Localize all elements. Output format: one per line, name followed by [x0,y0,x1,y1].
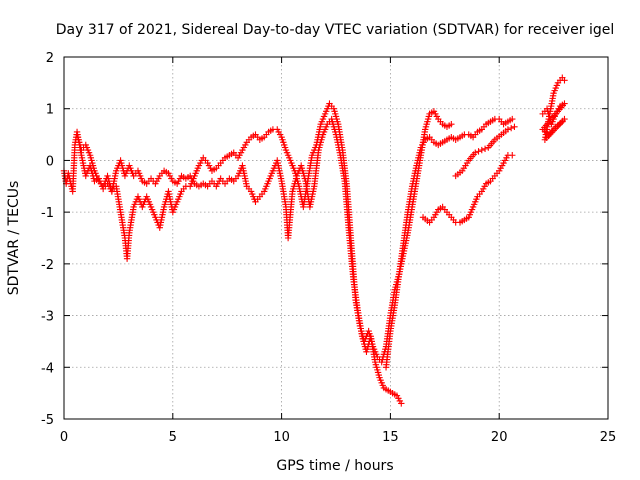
data-point [472,149,479,156]
y-tick-label: 0 [46,154,54,169]
chart-title: Day 317 of 2021, Sidereal Day-to-day VTE… [56,22,615,38]
data-point [481,145,489,152]
data-point [475,148,482,155]
y-tick-label: -5 [41,413,54,428]
y-tick-label: -1 [41,206,54,221]
y-axis-label: SDTVAR / TECUs [6,181,22,296]
data-point [507,124,515,132]
y-tick-label: -4 [41,361,54,376]
y-tick-label: -2 [41,258,54,273]
data-point [448,121,455,128]
x-tick-label: 20 [491,430,508,445]
data-point [511,123,518,131]
x-tick-label: 0 [60,430,68,445]
data-point [561,77,568,84]
y-tick-label: 1 [46,103,54,118]
y-tick-label: 2 [46,51,54,66]
data-point [509,115,516,123]
data-point [478,146,485,154]
y-tick-label: -3 [41,310,54,325]
data-point [398,400,405,407]
axis-ticks: 0 5 10 15 20 25 -5 -4 -3 -2 -1 0 1 2 [41,51,616,445]
data-point [509,152,516,159]
data-points [60,74,568,407]
x-tick-label: 25 [600,430,617,445]
x-axis-label: GPS time / hours [276,458,393,474]
x-tick-label: 15 [382,430,399,445]
x-tick-label: 5 [169,430,177,445]
plot-frame [63,56,609,420]
x-tick-label: 10 [273,430,290,445]
data-point [504,126,512,133]
